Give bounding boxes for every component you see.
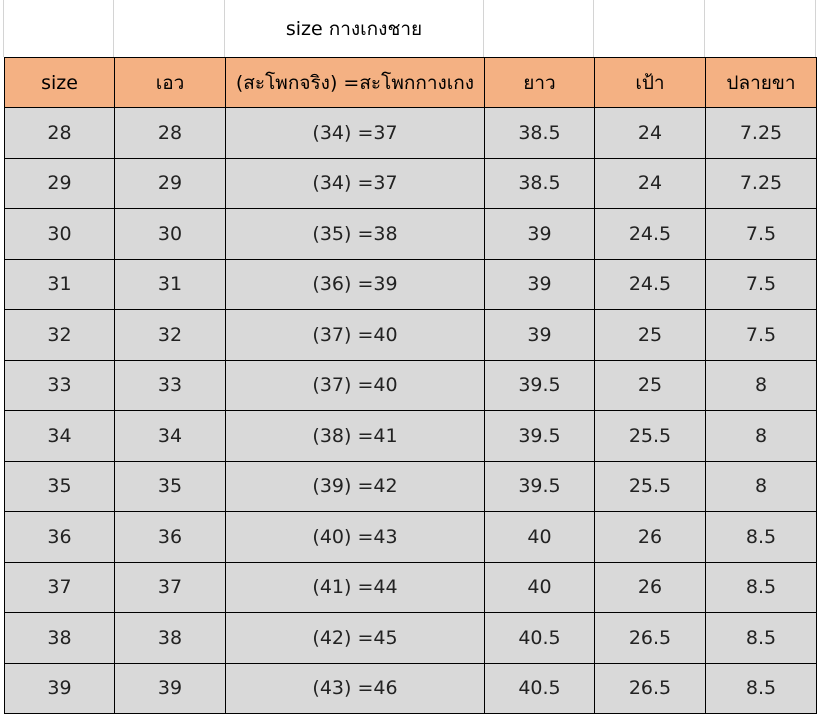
table-cell[interactable]: 39 — [484, 258, 595, 310]
table-cell[interactable]: 24 — [594, 157, 706, 209]
column-header[interactable]: เอว — [114, 57, 226, 108]
table-cell[interactable]: 38.5 — [484, 107, 595, 159]
table-cell[interactable]: 26.5 — [594, 612, 706, 664]
table-cell[interactable]: 7.25 — [705, 107, 817, 159]
table-cell[interactable]: 29 — [114, 157, 226, 209]
column-header[interactable]: ปลายขา — [705, 57, 817, 108]
column-header[interactable]: (สะโพกจริง) =สะโพกกางเกง — [225, 57, 485, 108]
cell[interactable] — [705, 0, 816, 57]
table-cell[interactable]: (40) =43 — [225, 511, 485, 563]
table-cell[interactable]: 39 — [484, 208, 595, 260]
table-cell[interactable]: 38.5 — [484, 157, 595, 209]
table-cell[interactable]: 25.5 — [594, 410, 706, 462]
title-row: size กางเกงชาย — [0, 0, 820, 57]
table-cell[interactable]: 25 — [594, 309, 706, 361]
table-cell[interactable]: 38 — [114, 612, 226, 664]
cell[interactable] — [3, 0, 114, 57]
table-cell[interactable]: 25.5 — [594, 460, 706, 512]
table-row: 38 38 (42) =45 40.5 26.5 8.5 — [4, 612, 817, 664]
table-cell[interactable]: 28 — [114, 107, 226, 159]
size-table: size เอว (สะโพกจริง) =สะโพกกางเกง ยาว เป้า ปล… — [4, 57, 817, 714]
table-row: 29 29 (34) =37 38.5 24 7.25 — [4, 157, 817, 209]
table-cell[interactable]: 29 — [4, 157, 115, 209]
table-row: 34 34 (38) =41 39.5 25.5 8 — [4, 410, 817, 462]
table-cell[interactable]: (41) =44 — [225, 561, 485, 613]
table-row: 39 39 (43) =46 40.5 26.5 8.5 — [4, 662, 817, 714]
table-cell[interactable]: (35) =38 — [225, 208, 485, 260]
table-cell[interactable]: 33 — [114, 359, 226, 411]
table-cell[interactable]: 39 — [484, 309, 595, 361]
table-cell[interactable]: 24.5 — [594, 258, 706, 310]
column-header[interactable]: เป้า — [594, 57, 706, 108]
column-header[interactable]: ยาว — [484, 57, 595, 108]
table-cell[interactable]: (39) =42 — [225, 460, 485, 512]
table-cell[interactable]: 39.5 — [484, 410, 595, 462]
table-cell[interactable]: 30 — [114, 208, 226, 260]
table-cell[interactable]: 39.5 — [484, 460, 595, 512]
table-cell[interactable]: 34 — [4, 410, 115, 462]
table-cell[interactable]: 35 — [114, 460, 226, 512]
table-cell[interactable]: (34) =37 — [225, 107, 485, 159]
sheet-title[interactable]: size กางเกงชาย — [225, 0, 484, 57]
table-cell[interactable]: 40.5 — [484, 612, 595, 664]
table-cell[interactable]: 31 — [4, 258, 115, 310]
table-row: 36 36 (40) =43 40 26 8.5 — [4, 511, 817, 563]
table-cell[interactable]: (34) =37 — [225, 157, 485, 209]
table-cell[interactable]: 28 — [4, 107, 115, 159]
table-cell[interactable]: (37) =40 — [225, 359, 485, 411]
table-cell[interactable]: 37 — [4, 561, 115, 613]
table-cell[interactable]: 36 — [114, 511, 226, 563]
cell[interactable] — [114, 0, 225, 57]
table-row: 37 37 (41) =44 40 26 8.5 — [4, 561, 817, 613]
table-cell[interactable]: 8 — [705, 410, 817, 462]
table-cell[interactable]: 39.5 — [484, 359, 595, 411]
table-cell[interactable]: (38) =41 — [225, 410, 485, 462]
table-cell[interactable]: 8.5 — [705, 511, 817, 563]
table-cell[interactable]: 26.5 — [594, 662, 706, 714]
table-cell[interactable]: 26 — [594, 561, 706, 613]
table-cell[interactable]: 8.5 — [705, 662, 817, 714]
table-cell[interactable]: 40 — [484, 561, 595, 613]
table-cell[interactable]: 38 — [4, 612, 115, 664]
table-row: 31 31 (36) =39 39 24.5 7.5 — [4, 258, 817, 310]
table-cell[interactable]: 7.5 — [705, 309, 817, 361]
table-cell[interactable]: 34 — [114, 410, 226, 462]
table-cell[interactable]: 8 — [705, 359, 817, 411]
table-cell[interactable]: 31 — [114, 258, 226, 310]
table-row: 35 35 (39) =42 39.5 25.5 8 — [4, 460, 817, 512]
table-cell[interactable]: 7.5 — [705, 258, 817, 310]
table-cell[interactable]: 40 — [484, 511, 595, 563]
table-cell[interactable]: 25 — [594, 359, 706, 411]
table-cell[interactable]: 35 — [4, 460, 115, 512]
table-row: 30 30 (35) =38 39 24.5 7.5 — [4, 208, 817, 260]
cell[interactable] — [594, 0, 705, 57]
table-row: 33 33 (37) =40 39.5 25 8 — [4, 359, 817, 411]
table-cell[interactable]: (36) =39 — [225, 258, 485, 310]
table-row: 32 32 (37) =40 39 25 7.5 — [4, 309, 817, 361]
table-cell[interactable]: 30 — [4, 208, 115, 260]
table-cell[interactable]: 32 — [4, 309, 115, 361]
table-cell[interactable]: (37) =40 — [225, 309, 485, 361]
table-cell[interactable]: 39 — [114, 662, 226, 714]
table-cell[interactable]: 8.5 — [705, 561, 817, 613]
table-cell[interactable]: 24 — [594, 107, 706, 159]
table-cell[interactable]: 24.5 — [594, 208, 706, 260]
table-cell[interactable]: 26 — [594, 511, 706, 563]
table-cell[interactable]: 40.5 — [484, 662, 595, 714]
cell[interactable] — [484, 0, 594, 57]
table-cell[interactable]: 7.25 — [705, 157, 817, 209]
table-cell[interactable]: 33 — [4, 359, 115, 411]
table-cell[interactable]: 32 — [114, 309, 226, 361]
table-cell[interactable]: (43) =46 — [225, 662, 485, 714]
table-cell[interactable]: 8.5 — [705, 612, 817, 664]
table-cell[interactable]: 39 — [4, 662, 115, 714]
column-header[interactable]: size — [4, 57, 115, 108]
table-cell[interactable]: 7.5 — [705, 208, 817, 260]
table-cell[interactable]: (42) =45 — [225, 612, 485, 664]
table-row: 28 28 (34) =37 38.5 24 7.25 — [4, 107, 817, 159]
table-cell[interactable]: 8 — [705, 460, 817, 512]
table-cell[interactable]: 36 — [4, 511, 115, 563]
header-row: size เอว (สะโพกจริง) =สะโพกกางเกง ยาว เป้า ปล… — [4, 57, 817, 108]
table-cell[interactable]: 37 — [114, 561, 226, 613]
